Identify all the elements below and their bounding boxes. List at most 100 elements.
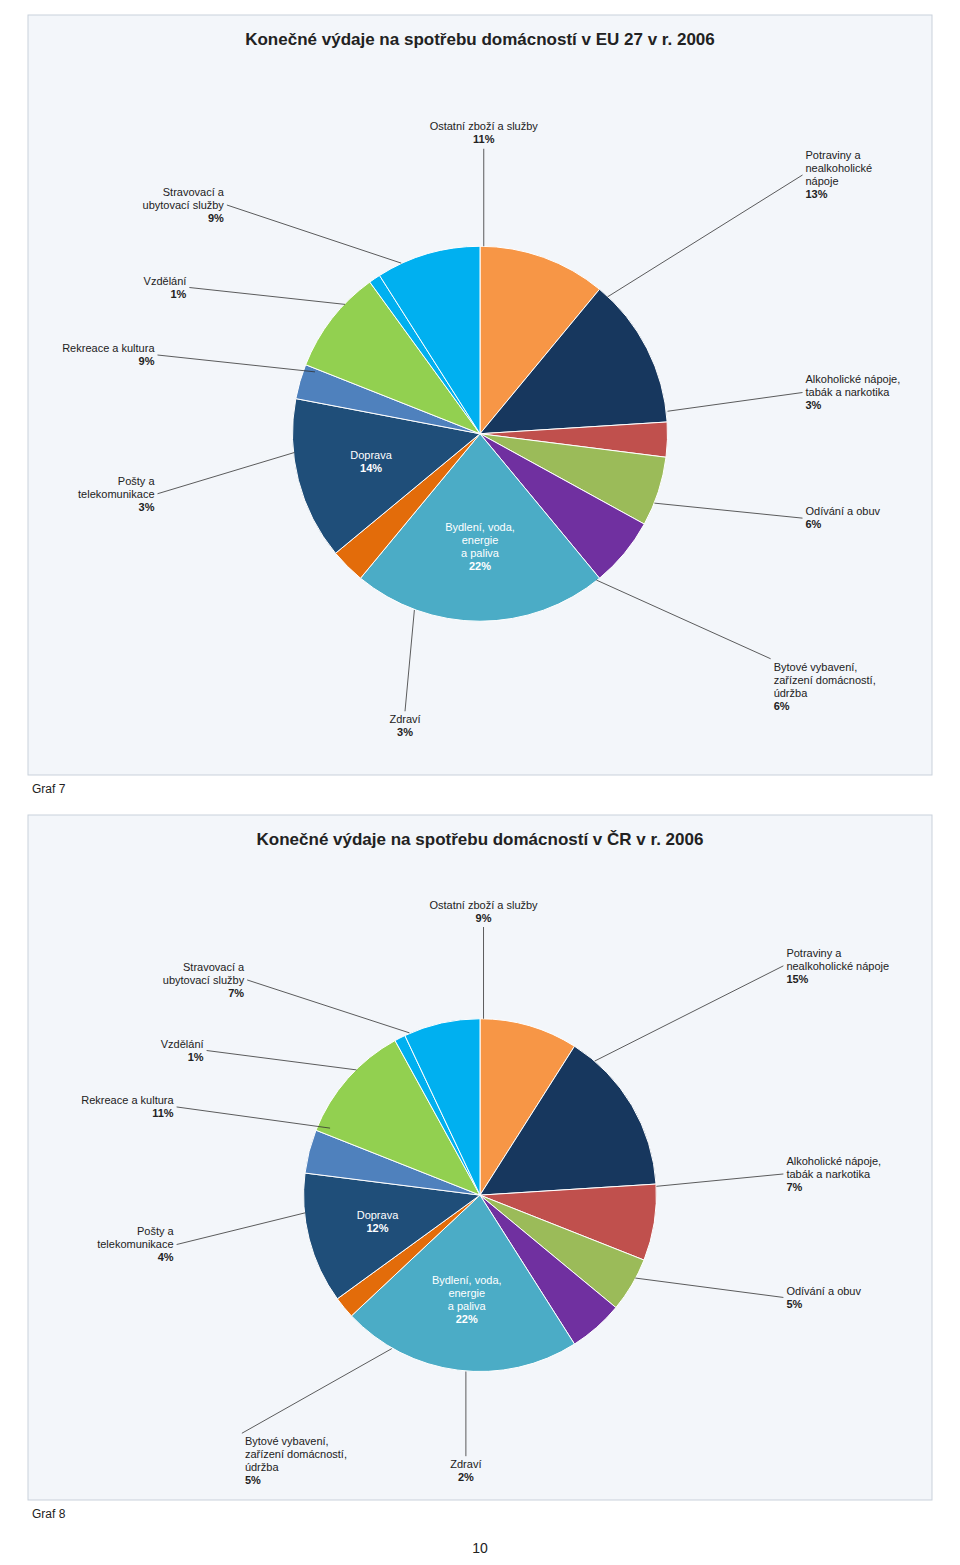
slice-label-line: 5%	[245, 1474, 261, 1486]
slice-label-line: 11%	[152, 1107, 174, 1119]
slice-label: Odívání a obuv6%	[806, 505, 881, 530]
slice-label-line: 9%	[139, 355, 155, 367]
slice-label-line: ubytovací služby	[143, 199, 225, 211]
chart-caption: Graf 7	[32, 782, 66, 796]
leader-line	[483, 149, 484, 247]
slice-label: Zdraví2%	[450, 1458, 481, 1483]
slice-label-line: 9%	[476, 912, 492, 924]
slice-label-line: 11%	[473, 133, 495, 145]
slices	[292, 246, 667, 621]
slice-label: Potraviny anealkoholické nápoje15%	[786, 947, 889, 985]
slice-label-line: 1%	[170, 288, 186, 300]
slice-label-line: Vzdělání	[161, 1038, 204, 1050]
slice-label-line: 2%	[458, 1471, 474, 1483]
pie-slice	[480, 1046, 656, 1195]
slice-label: Potraviny anealkoholickénápoje13%	[806, 149, 873, 200]
leader-line	[158, 355, 316, 372]
leader-line	[483, 927, 484, 1019]
slice-label-line: tabák a narkotika	[806, 386, 891, 398]
slice-label-line: údržba	[774, 687, 809, 699]
slice-label-line: 7%	[786, 1181, 802, 1193]
leader-line	[465, 1372, 466, 1457]
slice-label-line: nealkoholické nápoje	[786, 960, 889, 972]
slice-label-line: 22%	[456, 1313, 478, 1325]
slice-label-line: a paliva	[448, 1300, 487, 1312]
slice-label: Bydlení, voda,energiea paliva22%	[445, 521, 515, 572]
leader-line	[207, 1051, 357, 1070]
leader-line	[177, 1213, 306, 1245]
page: Konečné výdaje na spotřebu domácností v …	[0, 0, 960, 1565]
slice-label: Doprava14%	[350, 449, 392, 474]
slice-label-line: 6%	[774, 700, 790, 712]
slice-label-line: Pošty a	[137, 1225, 175, 1237]
slice-label-line: Potraviny a	[806, 149, 862, 161]
slice-label: Rekreace a kultura9%	[62, 342, 155, 367]
leader-line	[158, 453, 295, 494]
slice-label-line: Bydlení, voda,	[445, 521, 515, 533]
slice-label-line: zařízení domácností,	[774, 674, 876, 686]
slice-label: Alkoholické nápoje,tabák a narkotika3%	[806, 373, 901, 411]
slice-label-line: 5%	[786, 1298, 802, 1310]
slice-label-line: telekomunikace	[78, 488, 154, 500]
slice-label: Zdraví3%	[389, 713, 420, 738]
slice-label-line: údržba	[245, 1461, 280, 1473]
slice-label-line: Odívání a obuv	[786, 1285, 861, 1297]
leader-line	[635, 1278, 783, 1297]
pie-chart: Konečné výdaje na spotřebu domácností v …	[28, 815, 932, 1521]
slice-label: Stravovací aubytovací služby7%	[163, 961, 245, 999]
slice-label-line: energie	[448, 1287, 485, 1299]
leader-line	[405, 610, 414, 711]
slice-label-line: Bytové vybavení,	[245, 1435, 329, 1447]
slice-label-line: 14%	[360, 462, 382, 474]
slice-label-line: 15%	[786, 973, 808, 985]
slice-label-line: 13%	[806, 188, 828, 200]
slice-label-line: Bydlení, voda,	[432, 1274, 502, 1286]
leader-line	[247, 980, 409, 1033]
slice-label: Bytové vybavení,zařízení domácností,údrž…	[245, 1435, 347, 1486]
page-number: 10	[472, 1540, 488, 1556]
slice-label: Doprava12%	[357, 1209, 399, 1234]
slice-label-line: Bytové vybavení,	[774, 661, 858, 673]
slice-label-line: 4%	[158, 1251, 174, 1263]
slice-label-line: a paliva	[461, 547, 500, 559]
slice-label-line: 3%	[139, 501, 155, 513]
slice-label-line: 7%	[228, 987, 244, 999]
slice-label-line: Alkoholické nápoje,	[786, 1155, 881, 1167]
slice-label-line: Zdraví	[450, 1458, 481, 1470]
leader-line	[596, 580, 770, 659]
slice-label-line: nápoje	[806, 175, 839, 187]
slice-label-line: 9%	[208, 212, 224, 224]
slice-label-line: Stravovací a	[163, 186, 225, 198]
slice-label-line: Rekreace a kultura	[81, 1094, 174, 1106]
slice-label-line: Rekreace a kultura	[62, 342, 155, 354]
slice-label-line: tabák a narkotika	[786, 1168, 871, 1180]
slice-label: Odívání a obuv5%	[786, 1285, 861, 1310]
chart-frame	[28, 15, 932, 775]
pie-slice	[480, 289, 667, 433]
leader-line	[595, 966, 784, 1061]
slice-label-line: Doprava	[357, 1209, 399, 1221]
pie-slice	[380, 246, 480, 434]
slice-label-line: Odívání a obuv	[806, 505, 881, 517]
leader-line	[177, 1107, 330, 1128]
slice-label-line: Doprava	[350, 449, 392, 461]
leader-line	[654, 503, 802, 518]
slice-label-line: Ostatní zboží a služby	[429, 899, 538, 911]
slice-label: Ostatní zboží a služby9%	[429, 899, 538, 924]
slice-label: Stravovací aubytovací služby9%	[143, 186, 225, 224]
labels: Ostatní zboží a služby9% Potraviny anealk…	[81, 899, 889, 1486]
slice-label-line: telekomunikace	[97, 1238, 173, 1250]
chart-caption: Graf 8	[32, 1507, 66, 1521]
slice-label-line: Ostatní zboží a služby	[430, 120, 539, 132]
slice-label-line: Pošty a	[118, 475, 156, 487]
slice-label: Vzdělání1%	[161, 1038, 204, 1063]
slice-label-line: zařízení domácností,	[245, 1448, 347, 1460]
slice-label-line: Zdraví	[389, 713, 420, 725]
leader-line	[608, 175, 803, 297]
chart-frame	[28, 815, 932, 1500]
slice-label-line: Stravovací a	[183, 961, 245, 973]
slice-label-line: 3%	[397, 726, 413, 738]
slice-label-line: 22%	[469, 560, 491, 572]
leader-line	[656, 1174, 783, 1186]
slice-label: Pošty atelekomunikace3%	[78, 475, 155, 513]
